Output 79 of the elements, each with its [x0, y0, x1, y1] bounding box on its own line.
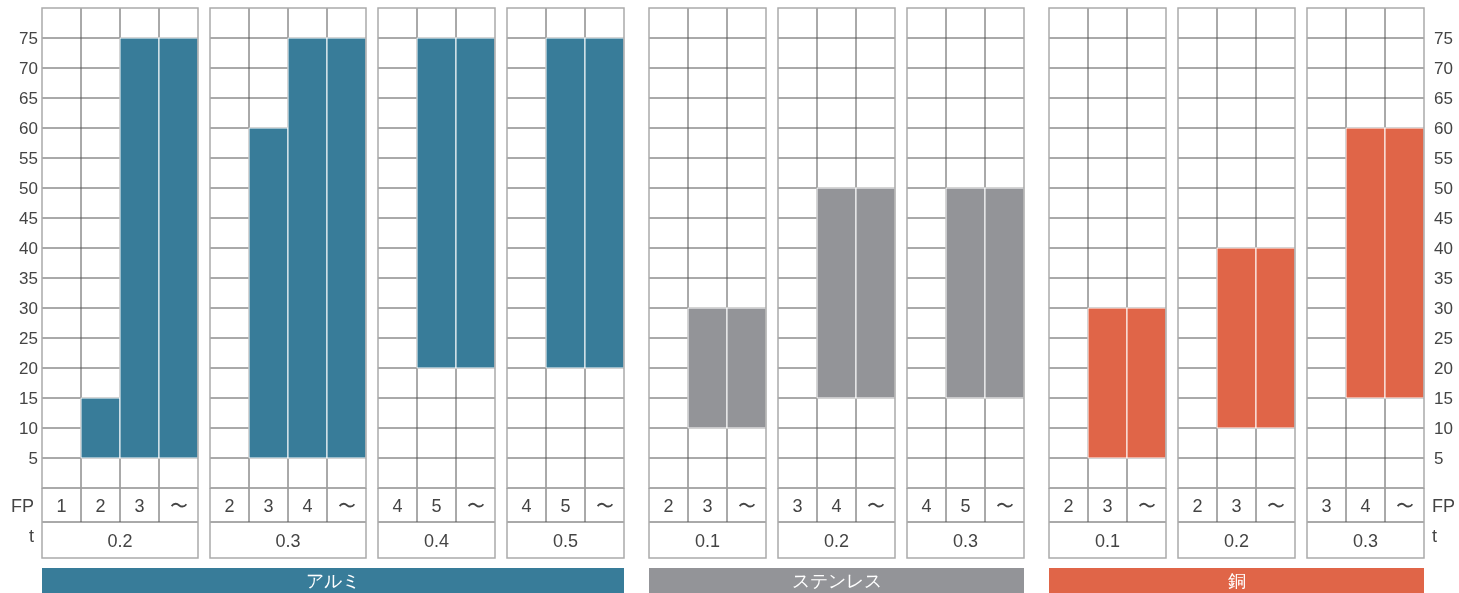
x-tick-label: 4 [302, 496, 313, 516]
x-tick-label: 3 [792, 496, 803, 516]
x-axis-title: 0.2 [1223, 531, 1250, 551]
y-tick-label: 65 [1434, 89, 1453, 108]
y-tick-label: 55 [19, 149, 38, 168]
text: FP [1432, 496, 1456, 516]
x-tick-label: 5 [431, 496, 442, 516]
text: FP [10, 496, 34, 516]
x-tick-label: 〜 [866, 496, 885, 516]
x-tick-label: 3 [702, 496, 713, 516]
y-tick-label: 10 [19, 419, 38, 438]
x-axis-title: 0.5 [552, 531, 579, 551]
y-tick-label: 35 [19, 269, 38, 288]
y-tick-label: 40 [19, 239, 38, 258]
y-tick-label: 75 [1434, 29, 1453, 48]
y-tick-label: 55 [1434, 149, 1453, 168]
y-tick-label: 45 [19, 209, 38, 228]
x-tick-label: 〜 [337, 496, 356, 516]
x-axis-title: 0.3 [1352, 531, 1379, 551]
x-tick-label: 3 [263, 496, 274, 516]
x-axis-title: 0.3 [275, 531, 301, 551]
y-tick-label: 15 [1434, 389, 1453, 408]
x-tick-label: 4 [1360, 496, 1371, 516]
x-axis-title: 0.2 [823, 531, 850, 551]
y-tick-label: 50 [1434, 179, 1453, 198]
x-tick-label: 4 [831, 496, 842, 516]
x-tick-label: 3 [1102, 496, 1113, 516]
x-tick-label: 3 [134, 496, 145, 516]
x-tick-label: 〜 [169, 496, 188, 516]
y-tick-label: 10 [1434, 419, 1453, 438]
x-tick-label: 2 [663, 496, 674, 516]
x-tick-label: 3 [1321, 496, 1332, 516]
x-tick-label: 5 [960, 496, 971, 516]
x-tick-label: 4 [921, 496, 932, 516]
x-tick-label: 〜 [595, 496, 614, 516]
x-tick-label: 1 [56, 496, 67, 516]
y-tick-label: 60 [19, 119, 38, 138]
y-tick-label: 70 [1434, 59, 1453, 78]
y-tick-label: 20 [1434, 359, 1453, 378]
y-tick-label: 15 [19, 389, 38, 408]
y-tick-label: 40 [1434, 239, 1453, 258]
x-tick-label: 2 [1063, 496, 1074, 516]
y-tick-label: 5 [1434, 449, 1444, 468]
x-tick-label: 2 [95, 496, 106, 516]
text: ステンレス [791, 571, 882, 591]
y-tick-label: 25 [1434, 329, 1453, 348]
x-tick-label: 〜 [1395, 496, 1414, 516]
x-tick-label: 4 [521, 496, 532, 516]
text: アルミ [306, 571, 360, 591]
text: t [1432, 526, 1438, 546]
text: t [28, 526, 34, 546]
x-tick-label: 3 [1231, 496, 1242, 516]
x-tick-label: 〜 [737, 496, 756, 516]
x-tick-label: 〜 [1266, 496, 1285, 516]
x-tick-label: 5 [560, 496, 571, 516]
x-tick-label: 〜 [995, 496, 1014, 516]
y-tick-label: 70 [19, 59, 38, 78]
x-axis-title: 0.1 [694, 531, 721, 551]
x-axis-title: 0.2 [107, 531, 133, 551]
y-tick-label: 75 [19, 29, 38, 48]
y-tick-label: 50 [19, 179, 38, 198]
y-tick-label: 65 [19, 89, 38, 108]
y-tick-label: 5 [28, 449, 38, 468]
y-tick-label: 45 [1434, 209, 1453, 228]
y-tick-label: 35 [1434, 269, 1453, 288]
y-tick-label: 30 [19, 299, 38, 318]
x-axis-title: 0.1 [1094, 531, 1121, 551]
x-axis-title: 0.4 [423, 531, 450, 551]
x-tick-label: 2 [224, 496, 235, 516]
y-tick-label: 60 [1434, 119, 1453, 138]
x-tick-label: 〜 [466, 496, 485, 516]
x-tick-label: 2 [1192, 496, 1203, 516]
x-tick-label: 4 [392, 496, 403, 516]
text: 銅 [1227, 571, 1246, 591]
x-tick-label: 〜 [1137, 496, 1156, 516]
y-tick-label: 20 [19, 359, 38, 378]
x-axis-title: 0.3 [952, 531, 979, 551]
y-tick-label: 25 [19, 329, 38, 348]
y-tick-label: 30 [1434, 299, 1453, 318]
